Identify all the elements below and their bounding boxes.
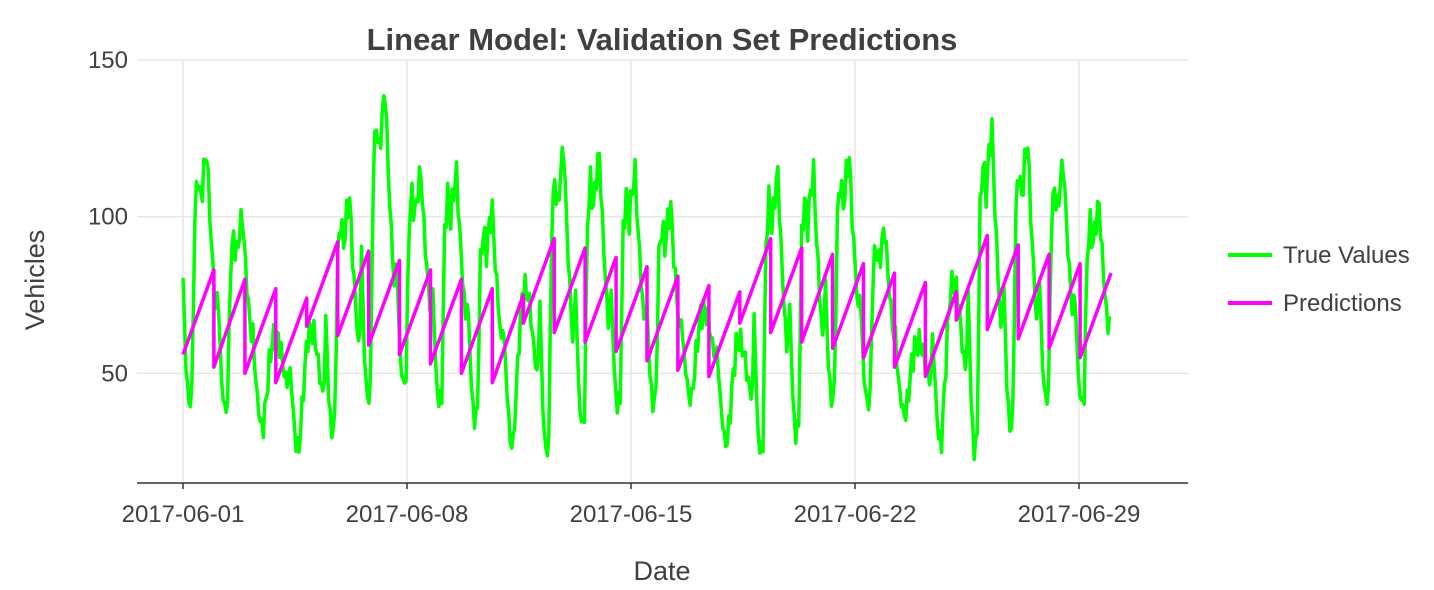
y-axis-label: Vehicles <box>20 230 50 331</box>
legend-entry: Predictions <box>1283 290 1402 317</box>
x-axis-label: Date <box>633 556 690 586</box>
y-tick-labels: 50 100 150 <box>88 47 128 387</box>
x-tick-labels: 2017-06-01 2017-06-08 2017-06-15 2017-06-22… <box>122 483 1141 528</box>
x-tick-label: 2017-06-01 <box>122 501 245 528</box>
x-tick-label: 2017-06-15 <box>570 501 693 528</box>
series-predictions <box>181 233 1113 385</box>
x-tick-label: 2017-06-08 <box>346 501 469 528</box>
chart-title: Linear Model: Validation Set Predictions <box>367 22 958 57</box>
y-tick-label: 50 <box>101 360 128 387</box>
legend: True Values Predictions <box>1228 242 1410 317</box>
y-tick-label: 150 <box>88 47 128 74</box>
y-tick-label: 100 <box>88 204 128 231</box>
x-tick-label: 2017-06-29 <box>1018 501 1141 528</box>
legend-entry: True Values <box>1283 242 1410 269</box>
x-tick-label: 2017-06-22 <box>794 501 917 528</box>
series-layer <box>181 94 1113 462</box>
